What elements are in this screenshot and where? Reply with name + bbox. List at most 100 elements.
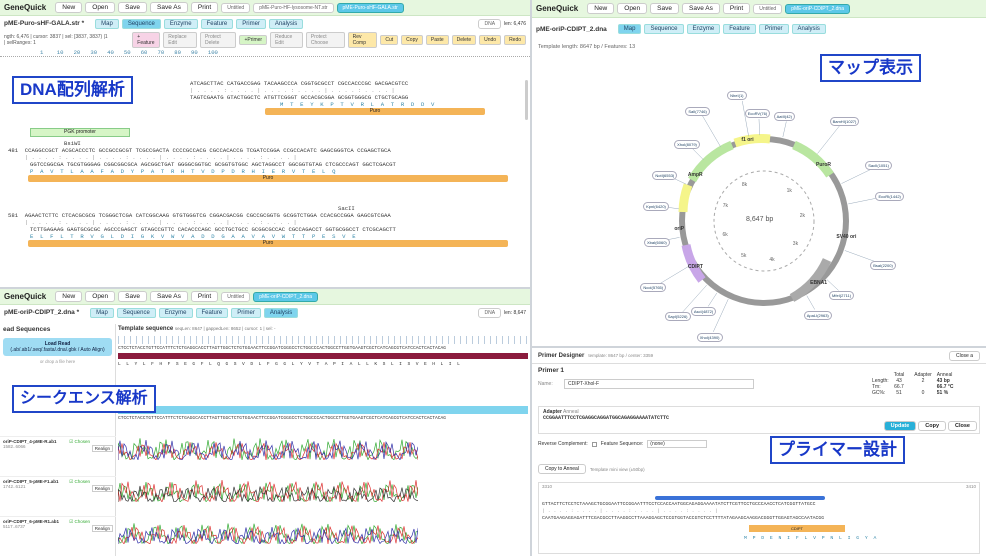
enzyme-label[interactable]: SacII	[338, 205, 355, 212]
enzyme-site-label[interactable]: XhoI(4390)	[696, 333, 723, 343]
tab-map[interactable]: Map	[95, 18, 119, 29]
print-button[interactable]: Print	[190, 291, 219, 302]
print-button[interactable]: Print	[190, 2, 219, 13]
feature-puro[interactable]: Puro	[28, 240, 508, 247]
realign-button[interactable]: Realign	[91, 525, 113, 532]
rev-comp-button[interactable]: Rev Comp	[347, 32, 378, 48]
close-button[interactable]: Close	[948, 421, 977, 431]
enzyme-site-label[interactable]: EcoRV(76)	[744, 109, 771, 119]
enzyme-site-label[interactable]: BamHI(1027)	[829, 116, 860, 126]
tab-sequence[interactable]: Sequence	[116, 307, 156, 318]
new-button[interactable]: New	[587, 3, 615, 14]
feature-puro[interactable]: Puro	[28, 175, 508, 182]
feature-label[interactable]: AmpR	[687, 172, 703, 179]
feature-pgk-promoter[interactable]: PGK promoter	[30, 128, 130, 137]
enzyme-label[interactable]: BsiWI	[64, 140, 81, 147]
update-button[interactable]: Update	[883, 421, 917, 431]
feature-select[interactable]: (none)	[647, 440, 708, 448]
tab-analysis[interactable]: Analysis	[791, 24, 826, 34]
tab-map[interactable]: Map	[617, 24, 642, 34]
primer-name-input[interactable]: CDIPT-Xhol-F	[564, 379, 754, 389]
scrollbar[interactable]	[525, 80, 528, 120]
realign-button[interactable]: Realign	[91, 485, 113, 492]
feature-label[interactable]: oriP	[674, 225, 685, 232]
tab-enzyme[interactable]: Enzyme	[158, 307, 193, 318]
add-feature-button[interactable]: + Feature	[132, 32, 161, 48]
tab-analysis[interactable]: Analysis	[268, 18, 304, 29]
tab-analysis[interactable]: Analysis	[263, 307, 299, 318]
paste-button[interactable]: Paste	[425, 35, 449, 45]
new-button[interactable]: New	[55, 2, 83, 13]
reduce-edit-button[interactable]: Reduce Edit	[270, 32, 303, 48]
plasmid-map[interactable]	[532, 0, 986, 346]
enzyme-site-label[interactable]: AscI(4872)	[690, 307, 717, 317]
read-item[interactable]: oriP-CDIPT_5-pME-F1.ab1 1742..6121 ☑ Chose…	[0, 476, 116, 516]
tab-active-file[interactable]: pME-oriP-CDIPT_2.dna	[253, 291, 318, 302]
print-button[interactable]: Print	[722, 3, 751, 14]
feature-label[interactable]: EBNA1	[810, 279, 828, 286]
load-read-button[interactable]: Load Read (.ab/.ab1/.seq/.fasta/.dna/.gb…	[3, 338, 112, 356]
enzyme-site-label[interactable]: NotI(6553)	[652, 170, 678, 180]
revcomp-checkbox[interactable]	[591, 441, 597, 447]
tab-file[interactable]: pME-Puro-HF-lysosome-NT.str	[253, 2, 334, 13]
tab-active-file[interactable]: pME-oriP-CDIPT_2.dna	[785, 3, 850, 14]
enzyme-site-label[interactable]: BsaI(2200)	[870, 260, 896, 270]
enzyme-site-label[interactable]: EcoRI(1442)	[875, 191, 904, 201]
cut-button[interactable]: Cut	[380, 35, 399, 45]
read-item[interactable]: oriP-CDIPT_6-pME-R1.ab1 5117..6737 ☑ Chose…	[0, 516, 116, 556]
primer-sequence-input[interactable]: CCGGAATTTCCTCGAGGCAGGATGGCAGAGGAAAATATCT…	[543, 415, 670, 421]
save-button[interactable]: Save	[650, 3, 679, 14]
tab-enzyme[interactable]: Enzyme	[163, 18, 198, 29]
add-primer-button[interactable]: +Primer	[239, 35, 268, 45]
feature-label[interactable]: CDIPT	[687, 263, 703, 270]
feature-label[interactable]: PuroR	[815, 162, 831, 169]
tab-untitled[interactable]: Untitled	[753, 3, 783, 14]
tab-sequence[interactable]: Sequence	[644, 24, 684, 34]
primer-arrow[interactable]	[655, 496, 825, 500]
close-all-button[interactable]: Close a	[949, 350, 980, 361]
enzyme-site-label[interactable]: AatII(42)	[773, 111, 795, 121]
save-as-button[interactable]: Save As	[150, 291, 188, 302]
enzyme-site-label[interactable]: KpnI(6420)	[643, 201, 669, 211]
enzyme-site-label[interactable]: SacII(1051)	[865, 161, 892, 171]
replace-edit-button[interactable]: Replace Edit	[163, 32, 197, 48]
feature-puro[interactable]: Puro	[265, 108, 485, 115]
copy-button[interactable]: Copy	[401, 35, 423, 45]
enzyme-site-label[interactable]: SapI(5226)	[664, 312, 691, 322]
undo-button[interactable]: Undo	[479, 35, 502, 45]
tab-primer[interactable]: Primer	[758, 24, 789, 34]
save-as-button[interactable]: Save As	[682, 3, 720, 14]
enzyme-site-label[interactable]: XbaI(6060)	[643, 237, 670, 247]
feature-label[interactable]: f1 ori	[741, 137, 754, 144]
tab-primer[interactable]: Primer	[231, 307, 261, 318]
open-button[interactable]: Open	[617, 3, 648, 14]
save-button[interactable]: Save	[118, 2, 147, 13]
save-as-button[interactable]: Save As	[150, 2, 188, 13]
enzyme-site-label[interactable]: XhoI(8079)	[674, 140, 700, 150]
tab-untitled[interactable]: Untitled	[221, 2, 251, 13]
save-button[interactable]: Save	[118, 291, 147, 302]
redo-button[interactable]: Redo	[504, 35, 527, 45]
tab-feature[interactable]: Feature	[200, 18, 234, 29]
realign-button[interactable]: Realign	[91, 445, 113, 452]
copy-button[interactable]: Copy	[918, 421, 947, 431]
enzyme-site-label[interactable]: NcoI(5765)	[640, 282, 667, 292]
tab-enzyme[interactable]: Enzyme	[686, 24, 721, 34]
enzyme-site-label[interactable]: ApaLI(2963)	[803, 310, 832, 320]
feature-cdipt[interactable]: CDIPT	[749, 525, 845, 532]
read-item[interactable]: oriP-CDIPT_4-pME-R.ab1 1582..6066 ☑ Chosen…	[0, 436, 116, 476]
tab-sequence[interactable]: Sequence	[121, 18, 161, 29]
tab-untitled[interactable]: Untitled	[221, 291, 251, 302]
copy-to-anneal-button[interactable]: Copy to Anneal	[538, 464, 586, 474]
enzyme-site-label[interactable]: SalI(7746)	[685, 106, 710, 116]
tab-map[interactable]: Map	[90, 307, 114, 318]
open-button[interactable]: Open	[85, 291, 116, 302]
delete-button[interactable]: Delete	[451, 35, 477, 45]
enzyme-site-label[interactable]: NheI(1)	[727, 91, 747, 101]
protect-delete-button[interactable]: Protect Delete	[199, 32, 237, 48]
new-button[interactable]: New	[55, 291, 83, 302]
feature-label[interactable]: SV40 ori	[836, 234, 857, 241]
tab-feature[interactable]: Feature	[195, 307, 229, 318]
tab-primer[interactable]: Primer	[236, 18, 266, 29]
protect-choose-button[interactable]: Protect Choose	[305, 32, 345, 48]
